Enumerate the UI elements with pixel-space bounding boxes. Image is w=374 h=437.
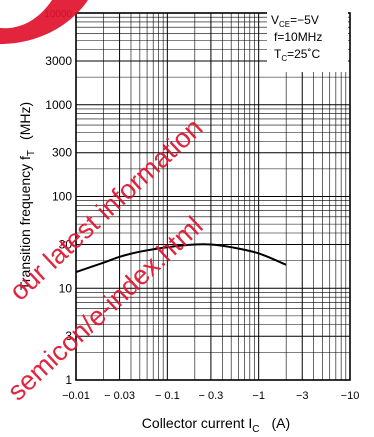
y-tick-label: 10 [59, 281, 73, 295]
x-tick-label: −10 [341, 390, 360, 402]
annotation-tc-value: =25˚C [287, 47, 320, 61]
x-tick-label: −0.01 [62, 390, 90, 402]
y-tick-label: 3000 [45, 54, 72, 68]
annotation-tc-main: T [274, 47, 282, 61]
condition-annotation: VCE=−5V f=10MHz TC=25˚C [267, 12, 348, 72]
annotation-vce-main: V [271, 13, 279, 27]
y-tick-label: 100 [52, 190, 72, 204]
x-tick-label: − 0.03 [104, 390, 135, 402]
x-tick-label: − 0.1 [155, 390, 180, 402]
x-tick-label: − 0.3 [199, 390, 224, 402]
y-tick-label: 1000 [45, 98, 72, 112]
series-line [75, 243, 287, 274]
x-tick-label: −1 [252, 390, 265, 402]
annotation-tc: TC=25˚C [274, 47, 320, 63]
y-tick-label: 30 [59, 237, 73, 251]
x-axis-title-main: Collector current I [142, 415, 252, 431]
annotation-tc-sub: C [281, 54, 287, 63]
plot-frame [75, 12, 351, 381]
x-tick-label: −3 [296, 390, 309, 402]
watermark-line-1: our latest information [4, 112, 209, 306]
annotation-background [267, 12, 348, 72]
x-axis-title: Collector current IC (A) [142, 415, 290, 435]
y-axis-title-main: Transition frequency f [17, 156, 33, 290]
series-layer [75, 243, 287, 274]
y-axis-title: Transition frequency fT (MHz) [17, 102, 37, 290]
y-axis-title-unit: (MHz) [17, 102, 33, 140]
annotation-frequency: f=10MHz [274, 30, 322, 44]
y-tick-label: 3 [65, 329, 72, 343]
x-axis-title-sub: C [252, 424, 259, 435]
annotation-vce: VCE=−5V [271, 13, 319, 29]
x-tick-labels: −0.01 − 0.03 − 0.1 − 0.3 −1 −3 −10 [62, 390, 359, 402]
y-tick-label: 300 [52, 146, 72, 160]
annotation-vce-sub: CE [279, 20, 290, 29]
y-axis-title-sub: T [26, 150, 37, 156]
watermark-swoosh [0, 0, 88, 44]
x-axis-title-unit: (A) [272, 415, 291, 431]
annotation-vce-value: =−5V [290, 13, 319, 27]
y-tick-label: 1 [65, 373, 72, 387]
